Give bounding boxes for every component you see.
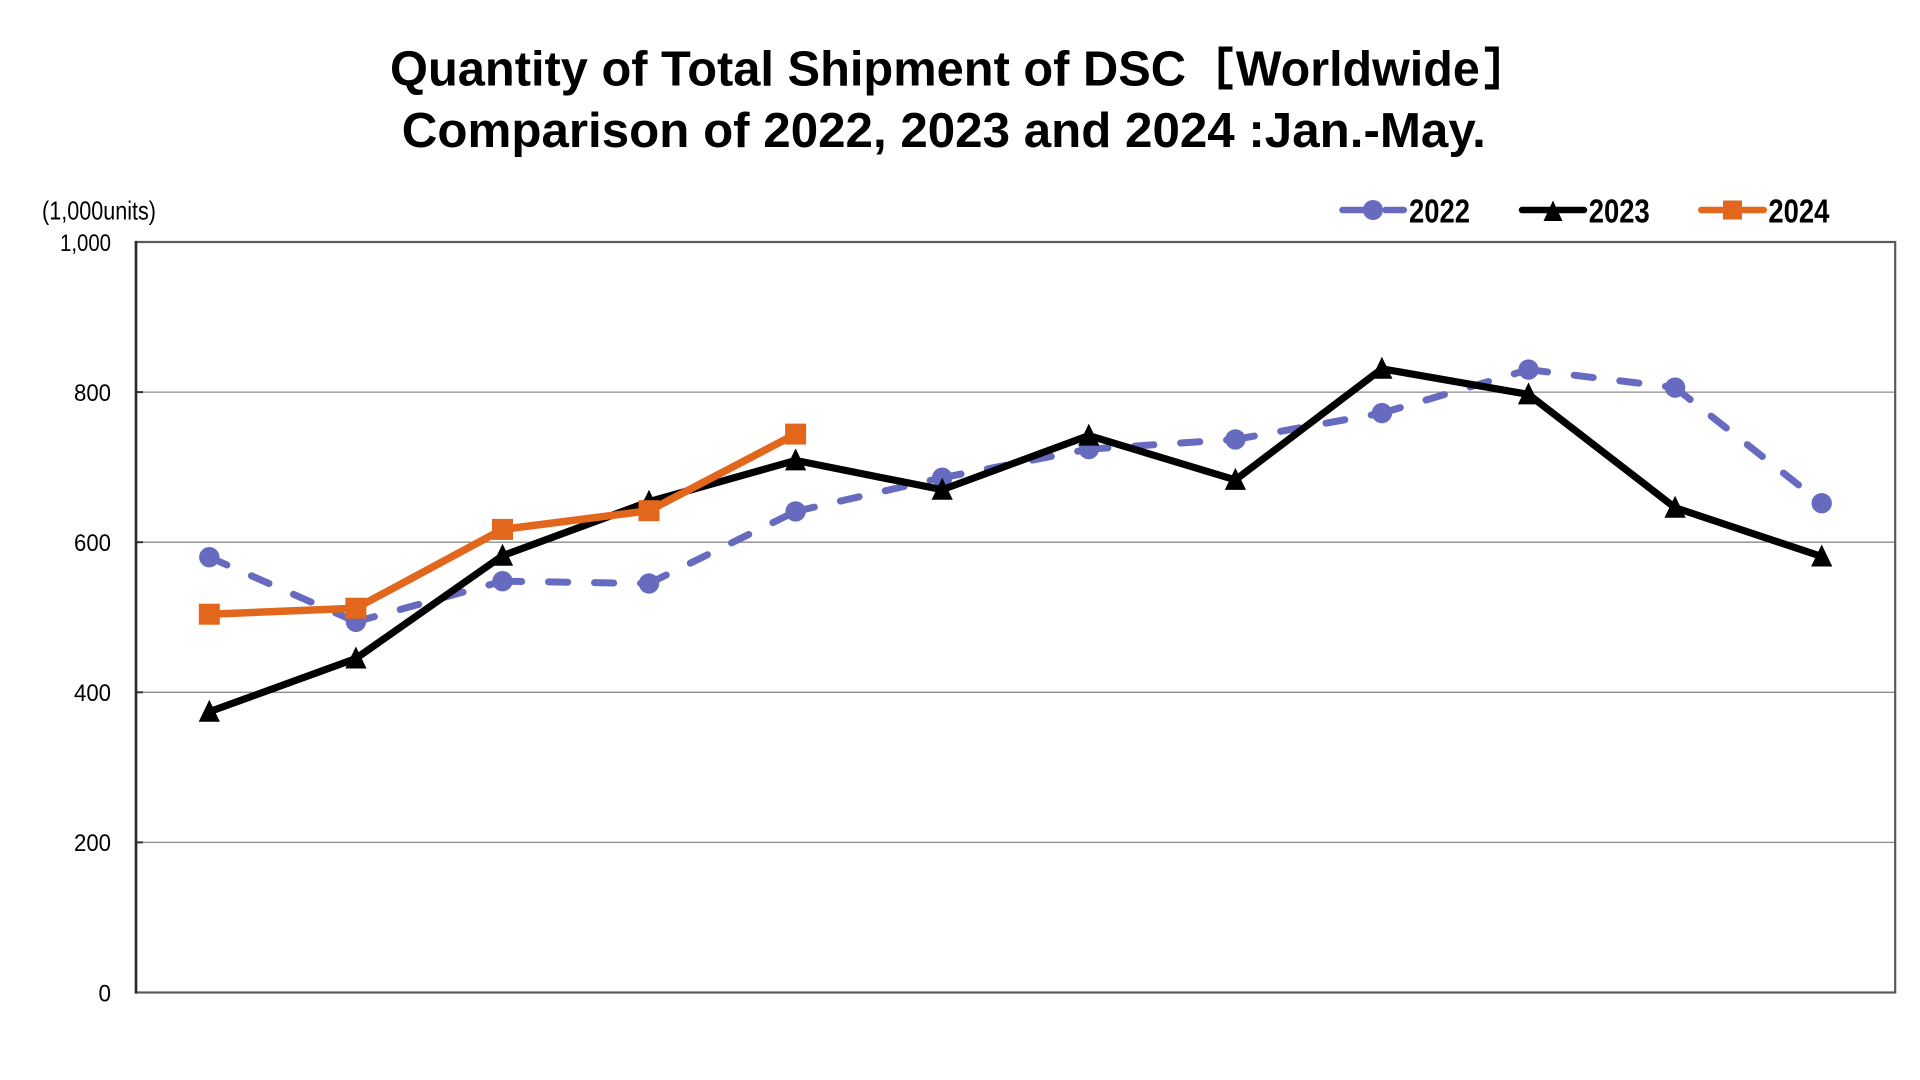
svg-text:400: 400 <box>74 680 111 707</box>
svg-text:Comparison of 2022, 2023 and 2: Comparison of 2022, 2023 and 2024 :Jan.-… <box>402 104 1486 158</box>
svg-text:Worldwide: Worldwide <box>1236 43 1480 97</box>
svg-text:600: 600 <box>74 530 111 557</box>
svg-text:2023: 2023 <box>1589 192 1650 229</box>
svg-text:2022: 2022 <box>1409 192 1470 229</box>
svg-text:200: 200 <box>74 830 111 857</box>
svg-text:2024: 2024 <box>1768 192 1830 229</box>
svg-text:1,000: 1,000 <box>60 230 111 257</box>
svg-text:(1,000units): (1,000units) <box>42 196 156 226</box>
svg-text:Quantity of Total Shipment of: Quantity of Total Shipment of DSC <box>390 43 1186 97</box>
svg-text:800: 800 <box>74 380 111 407</box>
svg-text:0: 0 <box>99 980 112 1007</box>
